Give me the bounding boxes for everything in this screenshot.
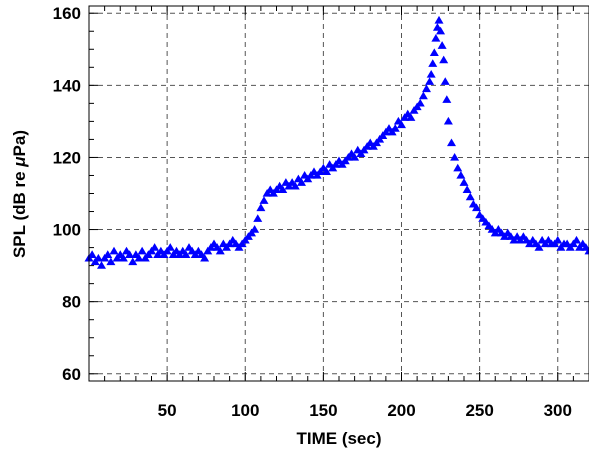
data-point-108 [422,84,431,93]
data-point-124 [453,163,463,172]
data-point-166 [584,246,589,255]
y-axis-label-mu: μ [10,156,29,168]
data-point-26 [165,243,175,251]
data-point-11 [118,253,128,262]
data-point-55 [256,203,266,212]
plot-frame [88,5,589,382]
data-point-66 [290,181,300,190]
y-tick-label-80: 80 [62,293,81,312]
data-point-16 [134,253,144,262]
data-point-37 [200,253,210,262]
data-point-1 [87,250,97,258]
x-tick-label-50: 50 [158,401,177,420]
y-axis-label-prefix: SPL (dB re [10,167,29,258]
y-tick-labels: 60 80 100 120 140 160 [53,4,81,384]
data-point-7 [106,257,116,266]
data-point-150 [534,243,544,251]
y-tick-label-120: 120 [53,148,81,167]
data-point-117 [437,41,447,49]
data-point-122 [447,138,456,147]
data-point-13 [125,250,135,258]
data-point-128 [465,192,475,201]
x-axis-label: TIME (sec) [296,429,381,448]
data-point-17 [137,246,147,255]
data-point-125 [456,170,466,179]
data-point-156 [553,235,563,244]
data-point-110 [426,70,436,78]
data-point-119 [440,77,450,85]
data-point-109 [425,77,435,85]
data-point-130 [472,203,481,212]
data-point-62 [278,185,288,194]
data-point-54 [253,214,263,222]
y-tick-label-160: 160 [53,4,81,23]
data-point-3 [93,253,103,262]
data-point-98 [390,124,400,132]
data-point-123 [450,152,460,161]
data-point-31 [181,250,191,258]
data-point-53 [250,225,260,233]
data-point-14 [128,257,138,266]
grid-lines [89,6,589,381]
data-point-165 [581,243,589,251]
data-point-162 [572,235,581,244]
x-tick-label-200: 200 [387,401,415,420]
data-point-8 [109,246,119,255]
x-tick-label-300: 300 [544,401,572,420]
data-point-103 [406,113,416,121]
data-point-112 [429,48,439,57]
axis-ticks [89,6,574,381]
data-point-68 [297,178,306,186]
data-point-121 [443,116,453,125]
x-tick-labels: 50 100 150 200 250 300 [158,401,572,420]
data-point-115 [434,15,444,24]
data-point-107 [418,91,428,100]
x-tick-label-150: 150 [309,401,337,420]
data-point-100 [397,120,406,129]
data-point-127 [462,185,472,194]
data-point-6 [103,250,113,258]
data-point-106 [415,98,425,107]
data-points [84,15,589,269]
data-point-56 [259,196,269,204]
data-point-118 [439,55,449,64]
data-point-76 [322,167,331,176]
y-tick-label-140: 140 [53,76,81,95]
data-point-120 [442,95,452,103]
data-point-4 [97,261,106,269]
x-tick-label-250: 250 [465,401,493,420]
y-tick-label-60: 60 [62,365,81,384]
y-tick-label-100: 100 [53,221,81,240]
data-point-116 [436,26,446,35]
data-point-126 [459,178,469,186]
y-axis-label-suffix: Pa) [10,130,29,156]
data-point-85 [350,152,360,161]
x-tick-label-100: 100 [231,401,259,420]
y-axis-label: SPL (dB re μPa) [10,130,29,258]
data-point-21 [150,243,160,251]
data-point-42 [215,246,225,255]
data-point-111 [428,59,438,67]
data-point-113 [431,33,441,42]
